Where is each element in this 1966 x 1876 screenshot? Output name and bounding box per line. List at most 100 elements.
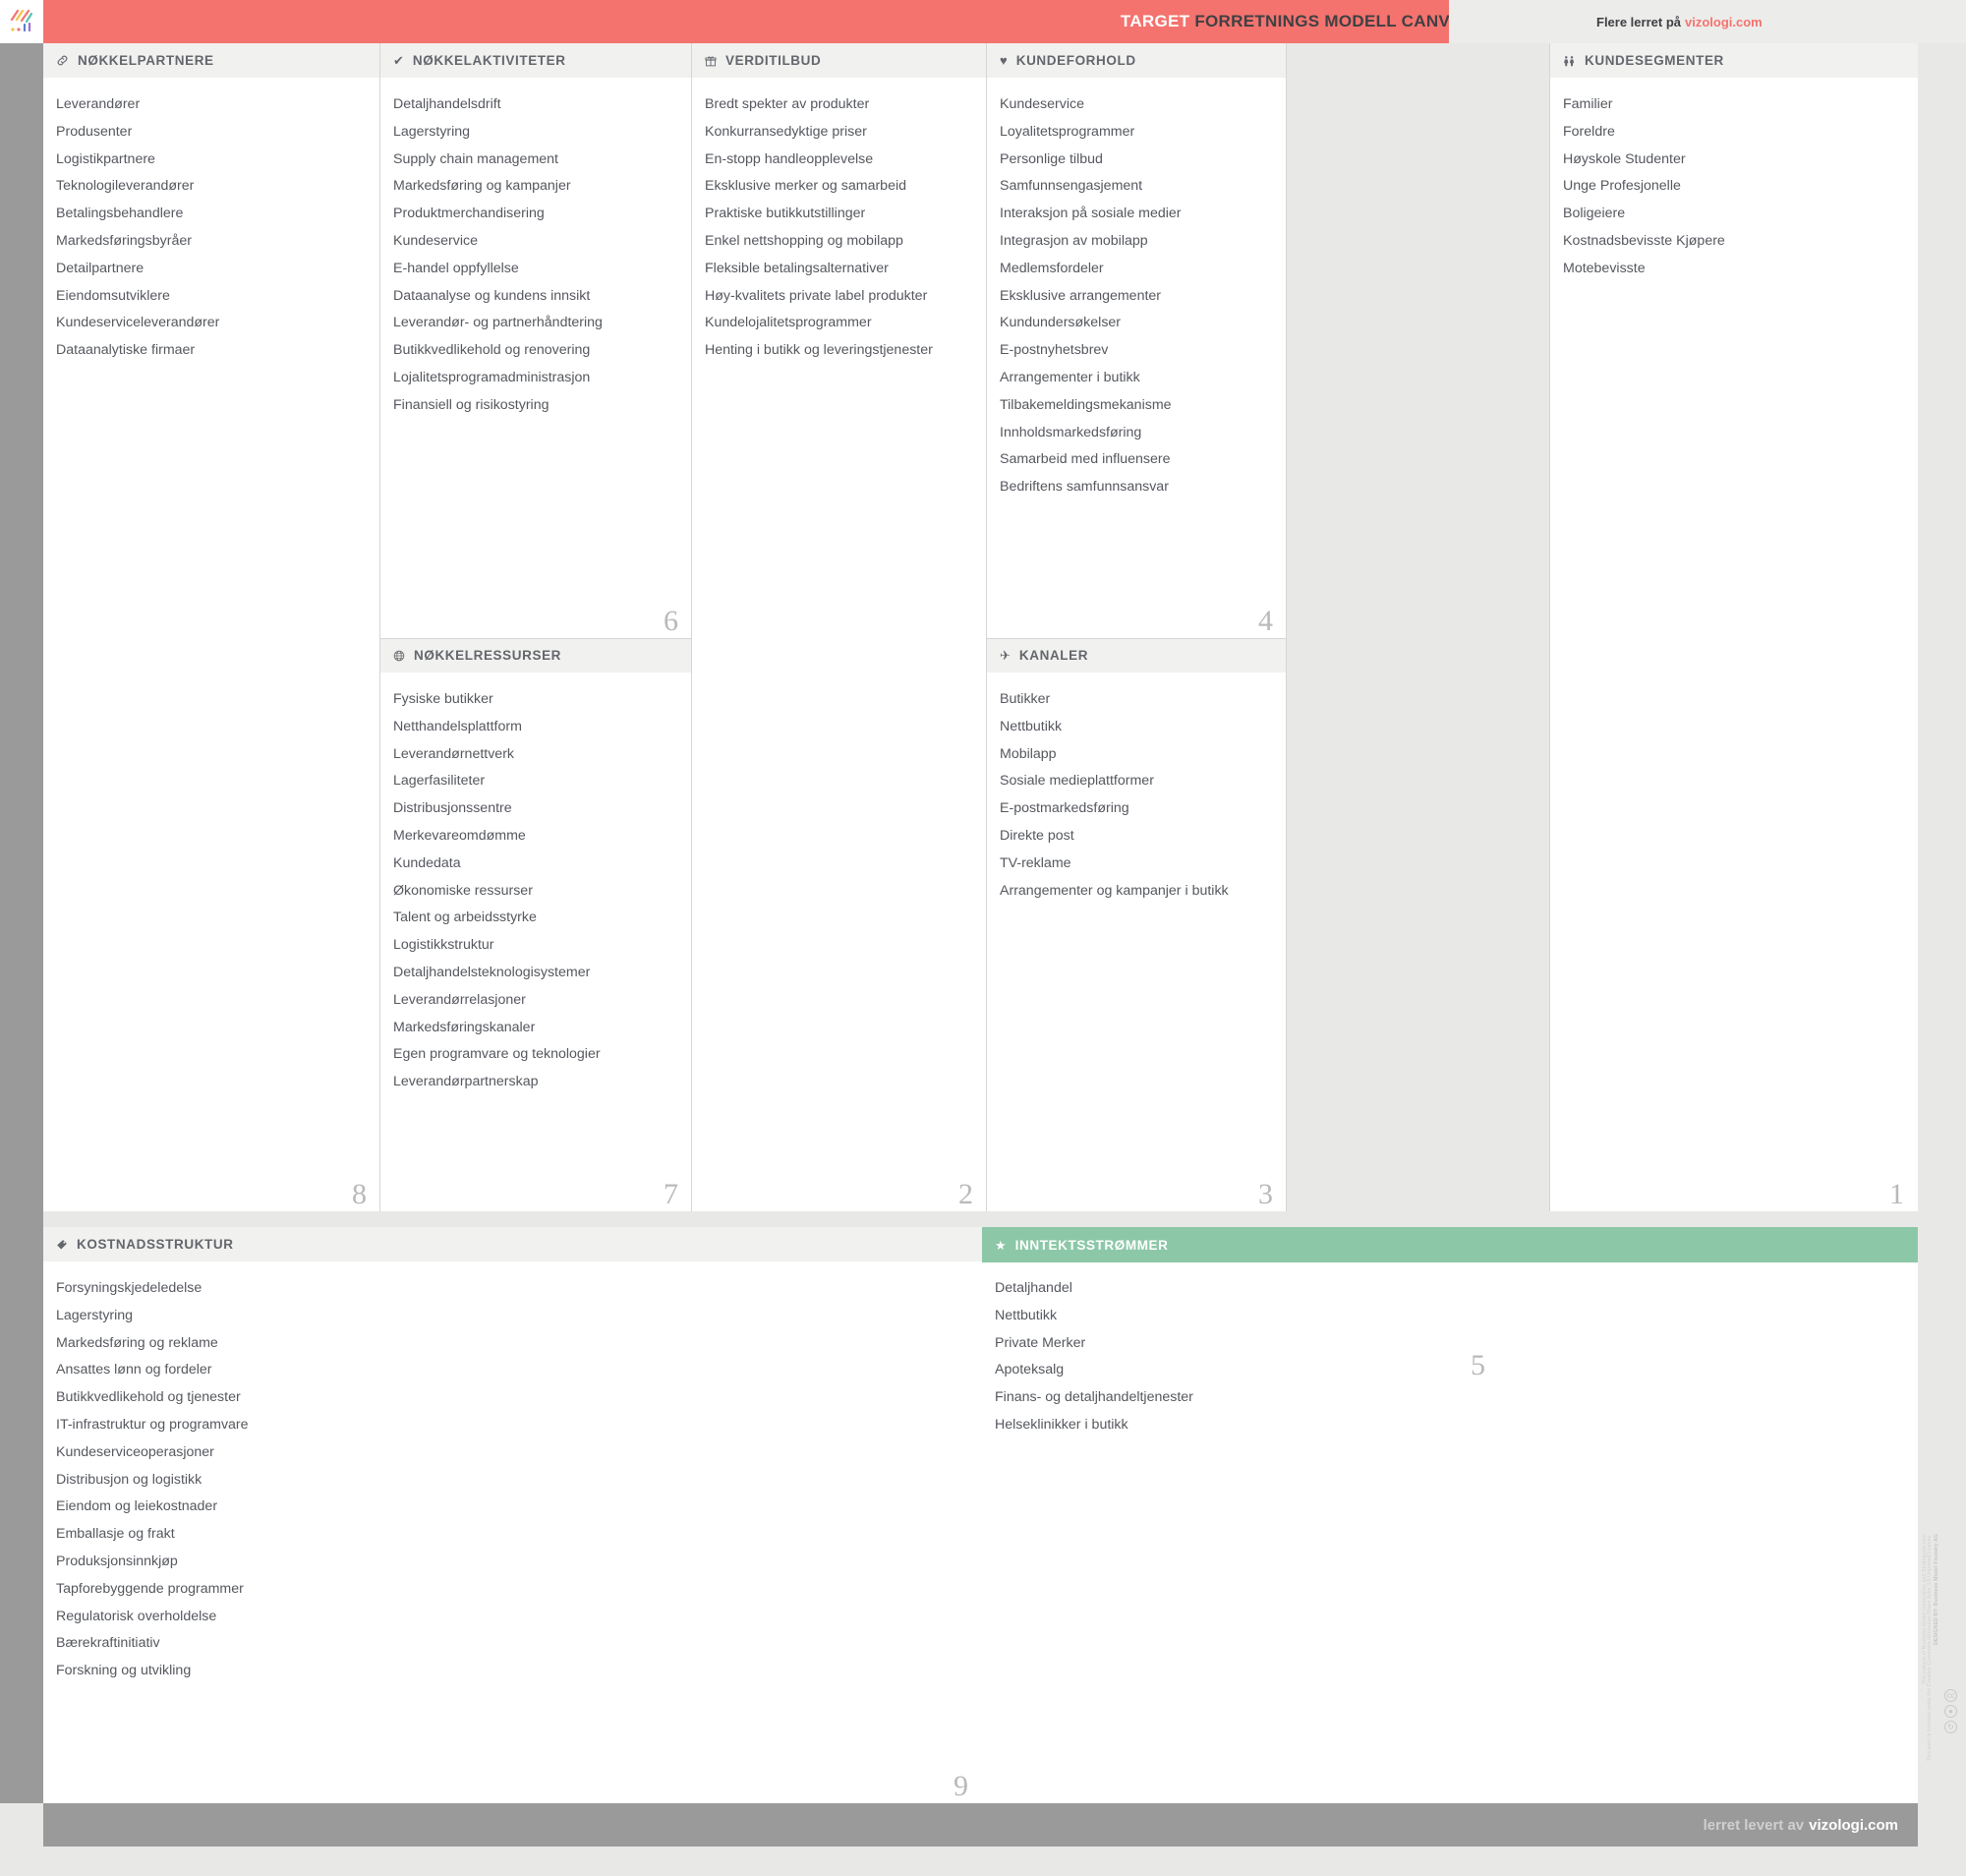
list-item: E-postnyhetsbrev <box>1000 342 1109 359</box>
separator <box>987 638 1287 639</box>
left-gutter <box>0 43 43 1803</box>
list-item: Eiendomsutviklere <box>56 287 170 304</box>
list-item: Tapforebyggende programmer <box>56 1580 244 1597</box>
list-item: Eksklusive arrangementer <box>1000 287 1162 304</box>
list-item: Logistikpartnere <box>56 150 155 167</box>
list-item: Detaljhandelsteknologisystemer <box>393 964 591 980</box>
value-propositions-header: VERDITILBUD <box>692 43 987 79</box>
list-item: Produksjonsinnkjøp <box>56 1553 178 1569</box>
list-item: Regulatorisk overholdelse <box>56 1608 217 1624</box>
list-item: Økonomiske ressurser <box>393 882 533 899</box>
star-icon: ★ <box>995 1237 1007 1253</box>
list-item: Nettbutikk <box>1000 718 1063 734</box>
credits-text-3: This work is licensed under the Creative… <box>1926 1534 1934 1761</box>
list-item: Egen programvare og teknologier <box>393 1046 601 1063</box>
block-number: 1 <box>1889 1178 1904 1210</box>
list-item: Finans- og detaljhandeltjenester <box>995 1389 1193 1406</box>
list-item: Mobilapp <box>1000 745 1057 762</box>
more-canvases: Flere lerret på vizologi.com <box>1449 0 1966 43</box>
list-item: Medlemsfordeler <box>1000 260 1104 276</box>
customer-segments-list: Familier Foreldre Høyskole Studenter Ung… <box>1550 79 1918 299</box>
list-item: Loyalitetsprogrammer <box>1000 123 1135 140</box>
footer-label: lerret levert av <box>1703 1816 1805 1834</box>
list-item: Personlige tilbud <box>1000 150 1103 167</box>
list-item: Dataanalyse og kundens innsikt <box>393 287 591 304</box>
cost-structure-list: Forsyningskjedeledelse Lagerstyring Mark… <box>43 1262 982 1701</box>
list-item: Ansattes lønn og fordeler <box>56 1362 212 1378</box>
list-item: Kundeservice <box>393 232 478 249</box>
canvas-title: TARGET FORRETNINGS MODELL CANVAS <box>1121 0 1492 43</box>
list-item: Kundundersøkelser <box>1000 315 1122 331</box>
list-item: Kundeservice <box>1000 96 1084 112</box>
list-item: Leverandørrelasjoner <box>393 991 526 1008</box>
side-credits: DESIGNED BY: Business Model Foundry AG T… <box>1922 1534 1960 1761</box>
list-item: Kundeserviceleverandører <box>56 315 220 331</box>
footer-bar: lerret levert av vizologi.com <box>43 1803 1918 1847</box>
list-item: Henting i butikk og leveringstjenester <box>705 342 933 359</box>
title-banner: TARGET FORRETNINGS MODELL CANVAS <box>43 0 1473 43</box>
list-item: Høy-kvalitets private label produkter <box>705 287 928 304</box>
creative-commons-icons: cc ● ↻ <box>1944 1689 1957 1733</box>
block-customer-segments: KUNDESEGMENTER Familier Foreldre Høyskol… <box>1550 43 1918 1211</box>
list-item: Interaksjon på sosiale medier <box>1000 205 1182 222</box>
channels-title: KANALER <box>1018 648 1089 663</box>
vizologi-logo[interactable] <box>0 0 43 43</box>
list-item: Arrangementer i butikk <box>1000 369 1140 385</box>
list-item: Butikkvedlikehold og renovering <box>393 342 591 359</box>
list-item: Lagerstyring <box>56 1307 134 1323</box>
block-number: 2 <box>958 1178 973 1210</box>
list-item: Markedsføring og kampanjer <box>393 178 571 195</box>
key-activities-title: NØKKELAKTIVITETER <box>412 53 566 68</box>
list-item: Forskning og utvikling <box>56 1663 192 1679</box>
vizologi-link[interactable]: vizologi.com <box>1685 14 1763 29</box>
customer-relationships-header: ♥ KUNDEFORHOLD <box>987 43 1287 79</box>
gift-icon <box>705 55 717 67</box>
list-item: Markedsføringsbyråer <box>56 232 192 249</box>
key-activities-list: Detaljhandelsdrift Lagerstyring Supply c… <box>380 79 692 436</box>
list-item: Markedsføringskanaler <box>393 1019 536 1035</box>
block-customer-relationships: ♥ KUNDEFORHOLD Kundeservice Loyalitetspr… <box>987 43 1287 638</box>
list-item: Lagerfasiliteter <box>393 773 486 790</box>
list-item: Leverandører <box>56 96 141 112</box>
list-item: Samarbeid med influensere <box>1000 451 1171 468</box>
list-item: Bredt spekter av produkter <box>705 96 870 112</box>
block-number: 9 <box>954 1770 968 1802</box>
list-item: Detaljhandelsdrift <box>393 96 501 112</box>
block-key-activities: ✔ NØKKELAKTIVITETER Detaljhandelsdrift L… <box>380 43 692 638</box>
cc-icon: cc <box>1944 1689 1957 1702</box>
separator <box>379 43 380 1211</box>
block-number: 8 <box>352 1178 367 1210</box>
top-bar: TARGET FORRETNINGS MODELL CANVAS Flere l… <box>0 0 1966 43</box>
title-rest: FORRETNINGS MODELL CANVAS <box>1194 12 1473 30</box>
list-item: Supply chain management <box>393 150 558 167</box>
list-item: Lagerstyring <box>393 123 471 140</box>
list-item: Nettbutikk <box>995 1307 1058 1323</box>
customer-segments-header: KUNDESEGMENTER <box>1550 43 1918 79</box>
list-item: Logistikkstruktur <box>393 937 494 954</box>
block-number: 6 <box>664 605 678 637</box>
list-item: Butikkvedlikehold og tjenester <box>56 1389 241 1406</box>
key-resources-header: NØKKELRESSURSER <box>380 638 692 674</box>
list-item: Motebevisste <box>1563 260 1646 276</box>
list-item: Distribusjon og logistikk <box>56 1471 202 1488</box>
list-item: Distribusjonssentre <box>393 800 512 817</box>
list-item: Kostnadsbevisste Kjøpere <box>1563 232 1725 249</box>
key-partners-title: NØKKELPARTNERE <box>78 53 214 68</box>
separator <box>986 43 987 1211</box>
link-icon <box>56 54 69 67</box>
list-item: Bærekraftinitiativ <box>56 1635 160 1652</box>
separator <box>380 638 692 639</box>
list-item: Detaljhandel <box>995 1280 1072 1296</box>
block-value-propositions: VERDITILBUD Bredt spekter av produkter K… <box>692 43 987 1211</box>
list-item: Helseklinikker i butikk <box>995 1416 1128 1433</box>
list-item: Fysiske butikker <box>393 691 493 707</box>
list-item: Eiendom og leiekostnader <box>56 1498 218 1515</box>
list-item: Konkurransedyktige priser <box>705 123 867 140</box>
list-item: Kundelojalitetsprogrammer <box>705 315 872 331</box>
list-item: Praktiske butikkutstillinger <box>705 205 866 222</box>
channels-list: Butikker Nettbutikk Mobilapp Sosiale med… <box>987 674 1287 920</box>
credits-text: DESIGNED BY: Business Model Foundry AG <box>1933 1534 1940 1645</box>
cost-structure-header: KOSTNADSSTRUKTUR <box>43 1227 982 1262</box>
separator <box>1286 43 1287 1211</box>
more-label: Flere lerret på <box>1596 14 1681 29</box>
